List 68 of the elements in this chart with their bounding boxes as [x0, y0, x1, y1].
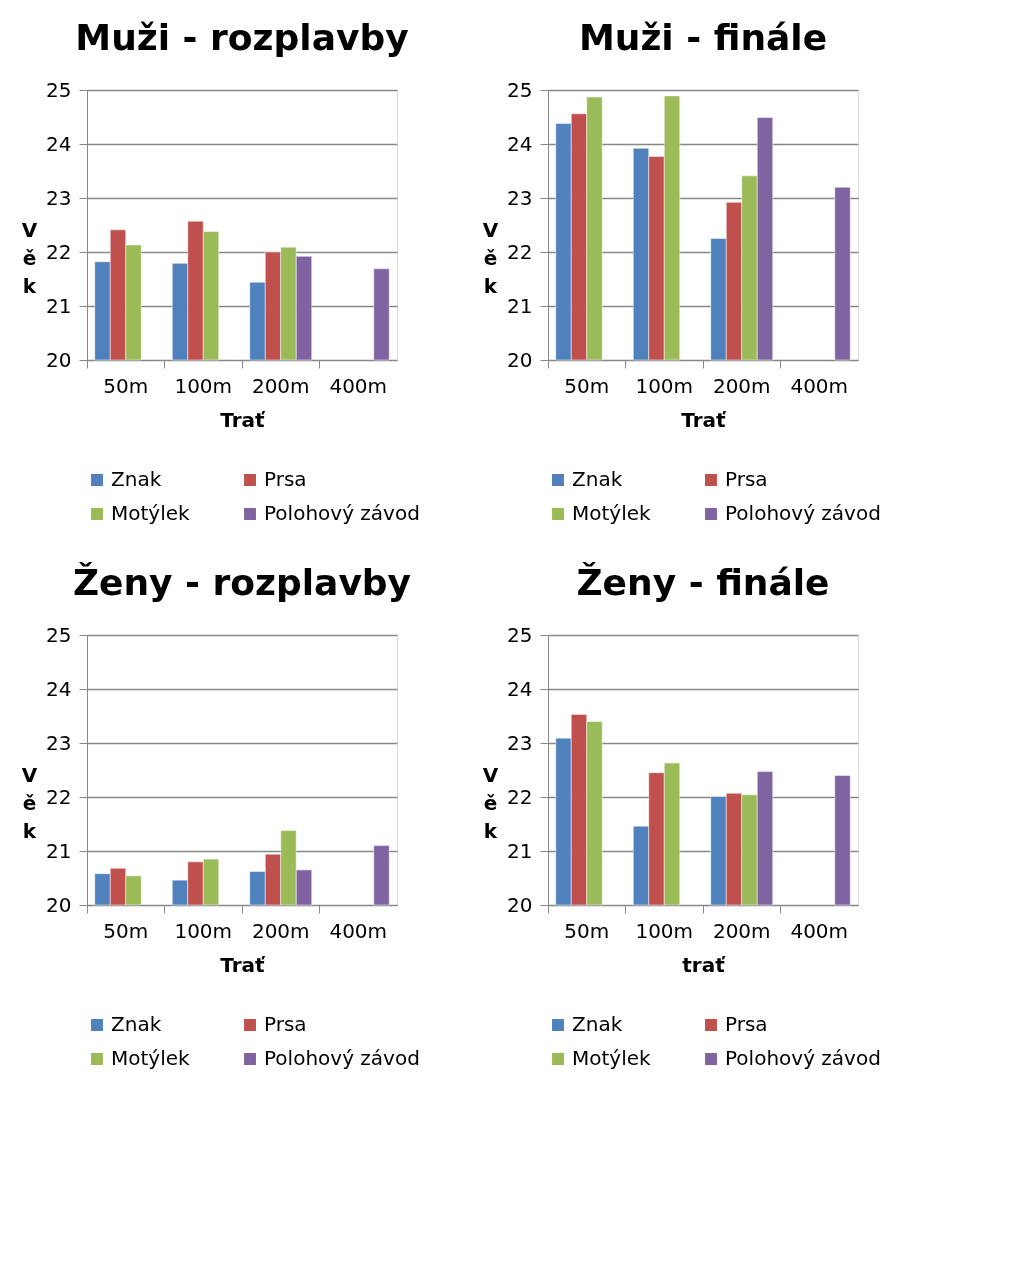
- legend-label: Polohový závod: [725, 1046, 881, 1070]
- y-tick-label: 20: [46, 347, 72, 372]
- x-tick-label: 50m: [564, 918, 610, 943]
- legend-label: Znak: [572, 1012, 623, 1036]
- chart-title: Ženy - rozplavby: [72, 562, 412, 603]
- legend-label: Motýlek: [111, 501, 191, 525]
- y-tick-label: 25: [46, 622, 72, 647]
- y-tick-label: 23: [46, 185, 72, 210]
- y-tick-label: 22: [46, 239, 72, 264]
- x-tick-label: 100m: [635, 373, 694, 398]
- legend-label: Znak: [111, 1012, 162, 1036]
- y-tick-label: 20: [507, 347, 533, 372]
- legend-label: Prsa: [725, 467, 768, 491]
- y-tick-label: 24: [507, 676, 533, 701]
- legend-label: Prsa: [264, 467, 307, 491]
- legend-label: Polohový závod: [264, 1046, 420, 1070]
- x-tick-label: 400m: [790, 918, 849, 943]
- y-tick-label: 21: [507, 838, 533, 863]
- legend-label: Znak: [572, 467, 623, 491]
- x-tick-label: 200m: [251, 373, 310, 398]
- x-tick-label: 50m: [103, 918, 149, 943]
- y-tick-label: 23: [507, 730, 533, 755]
- legend-label: Motýlek: [572, 1046, 652, 1070]
- x-tick-label: 200m: [251, 918, 310, 943]
- x-tick-label: 100m: [635, 918, 694, 943]
- y-tick-label: 20: [46, 892, 72, 917]
- y-tick-label: 21: [46, 293, 72, 318]
- y-axis-title: Věk: [21, 762, 38, 843]
- y-tick-label: 25: [507, 77, 533, 102]
- y-tick-label: 24: [507, 131, 533, 156]
- x-tick-label: 100m: [174, 373, 233, 398]
- y-tick-label: 21: [46, 838, 72, 863]
- y-tick-label: 22: [46, 784, 72, 809]
- x-tick-label: 400m: [329, 373, 388, 398]
- x-tick-label: 400m: [329, 918, 388, 943]
- x-axis-title: Trať: [220, 407, 267, 432]
- x-tick-label: 200m: [712, 373, 771, 398]
- chart-title: Ženy - finále: [576, 562, 830, 603]
- legend-label: Motýlek: [111, 1046, 191, 1070]
- x-tick-label: 400m: [790, 373, 849, 398]
- x-axis-title: trať: [682, 952, 727, 977]
- chart-title: Muži - finále: [578, 17, 828, 58]
- chart-title: Muži - rozplavby: [75, 17, 409, 58]
- legend-label: Polohový závod: [264, 501, 420, 525]
- x-axis-title: Trať: [681, 407, 728, 432]
- y-axis-title: Věk: [482, 217, 499, 298]
- legend-label: Prsa: [264, 1012, 307, 1036]
- y-tick-label: 23: [46, 730, 72, 755]
- y-axis-title: Věk: [21, 217, 38, 298]
- x-tick-label: 200m: [712, 918, 771, 943]
- y-tick-label: 24: [46, 131, 72, 156]
- x-tick-label: 100m: [174, 918, 233, 943]
- legend-label: Polohový závod: [725, 501, 881, 525]
- x-tick-label: 50m: [103, 373, 149, 398]
- legend-label: Znak: [111, 467, 162, 491]
- y-tick-label: 25: [507, 622, 533, 647]
- y-tick-label: 25: [46, 77, 72, 102]
- x-axis-title: Trať: [220, 952, 267, 977]
- legend-label: Motýlek: [572, 501, 652, 525]
- x-tick-label: 50m: [564, 373, 610, 398]
- y-tick-label: 24: [46, 676, 72, 701]
- y-tick-label: 22: [507, 239, 533, 264]
- y-axis-title: Věk: [482, 762, 499, 843]
- y-tick-label: 21: [507, 293, 533, 318]
- legend-label: Prsa: [725, 1012, 768, 1036]
- y-tick-label: 23: [507, 185, 533, 210]
- y-tick-label: 20: [507, 892, 533, 917]
- y-tick-label: 22: [507, 784, 533, 809]
